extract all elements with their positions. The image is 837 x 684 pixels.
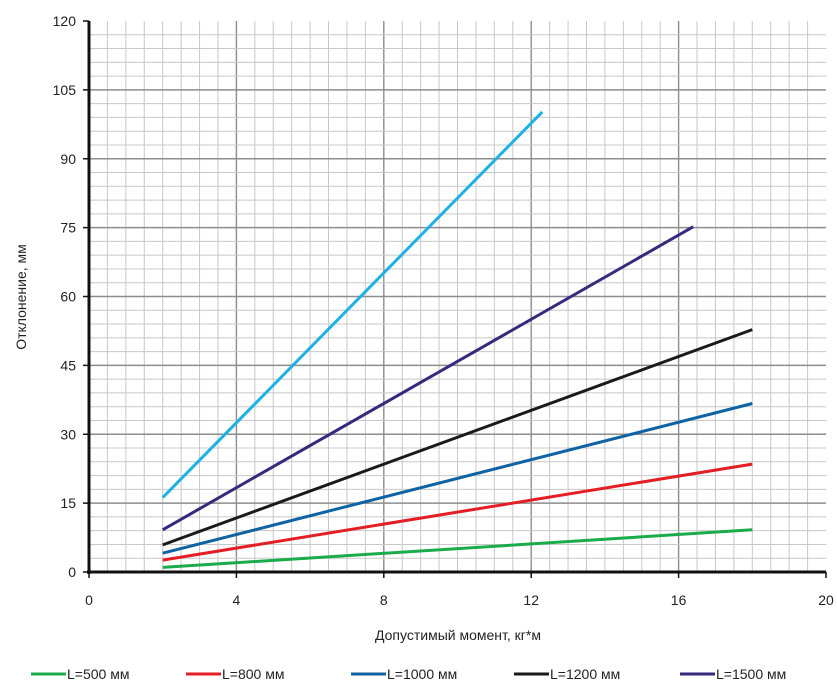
legend-item: L=1500 мм [680,666,786,682]
y-tick-label: 15 [60,495,76,511]
y-tick-label: 45 [60,357,76,373]
x-tick-label: 8 [380,592,388,608]
legend-label: L=1500 мм [716,666,786,682]
legend-item: L=1000 мм [351,666,457,682]
x-tick-label: 4 [233,592,241,608]
x-tick-label: 16 [671,592,687,608]
y-axis-title: Отклонение, мм [13,244,29,350]
series-line [162,328,753,547]
tick-labels: 0 4 8 12 16 20 0 15 30 45 60 75 90 105 120 [53,13,834,608]
legend-label: L=800 мм [222,666,284,682]
legend-item: L=500 мм [31,666,129,682]
y-tick-label: 75 [60,220,76,236]
legend: L=500 мм L=800 мм L=1000 мм L=1200 мм L=1500… [31,666,786,682]
legend-item: L=1200 мм [514,666,620,682]
x-tick-label: 0 [85,592,93,608]
axes [83,20,827,578]
legend-item: L=800 мм [186,666,284,682]
legend-label: L=500 мм [67,666,129,682]
y-tick-label: 60 [60,289,76,305]
y-tick-label: 30 [60,426,76,442]
series-line [162,528,753,569]
series-line [162,402,753,555]
y-tick-label: 0 [68,564,76,580]
x-tick-label: 20 [818,592,834,608]
x-tick-label: 12 [523,592,539,608]
series-lines [161,110,753,569]
legend-label: L=1200 мм [550,666,620,682]
series-line [161,110,544,499]
grid [89,21,826,572]
y-tick-label: 120 [53,13,77,29]
series-line [162,462,753,562]
legend-label: L=1000 мм [387,666,457,682]
series-line [161,225,695,532]
y-tick-label: 90 [60,151,76,167]
y-tick-label: 105 [53,82,77,98]
x-axis-title: Допустимый момент, кг*м [375,627,541,643]
